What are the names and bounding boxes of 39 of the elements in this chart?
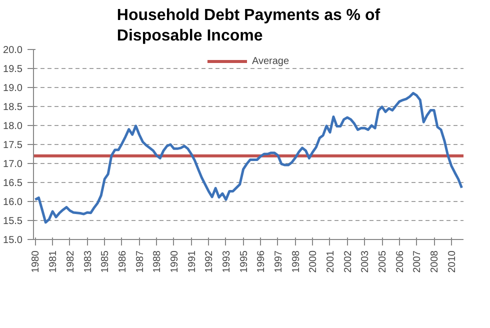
x-tick-label: 1987 — [134, 250, 146, 273]
x-tick-label: 1996 — [256, 250, 268, 273]
y-tick-label: 16.5 — [3, 178, 23, 189]
x-tick-label: 2008 — [430, 250, 441, 273]
x-tick-label: 2003 — [360, 250, 372, 273]
y-tick-label: 20.0 — [3, 45, 23, 56]
y-tick-label: 15.5 — [3, 216, 23, 227]
x-tick-label: 2002 — [342, 250, 354, 273]
x-tick-label: 1997 — [273, 250, 284, 273]
x-tick-label: 2001 — [325, 250, 336, 273]
x-tick-label: 1998 — [290, 250, 302, 273]
x-tick-label: 1995 — [238, 250, 250, 273]
x-tick-label: 1980 — [30, 250, 42, 273]
y-tick-label: 15.0 — [3, 235, 23, 246]
x-tick-label: 1992 — [204, 250, 216, 273]
y-tick-label: 16.0 — [3, 197, 23, 208]
x-tick-label: 1983 — [82, 250, 94, 273]
y-tick-label: 17.0 — [3, 159, 23, 170]
y-tick-label: 18.0 — [3, 121, 23, 132]
x-tick-label: 1988 — [152, 250, 164, 273]
legend-label: Average — [252, 56, 290, 66]
y-tick-label: 19.5 — [3, 64, 23, 75]
x-tick-label: 1991 — [186, 250, 198, 273]
x-tick-label: 1981 — [48, 250, 60, 273]
chart-title: Household Debt Payments as % of Disposable Income — [116, 7, 381, 44]
x-tick-label: 1985 — [100, 250, 112, 273]
x-tick-label: 1990 — [169, 250, 180, 273]
x-tick-label: 1986 — [117, 250, 128, 273]
x-tick-label: 2005 — [378, 250, 389, 273]
y-tick-label: 18.5 — [3, 102, 23, 113]
line-series — [34, 92, 464, 224]
x-tick-label: 1982 — [65, 250, 76, 273]
x-tick-label: 2000 — [308, 250, 320, 273]
x-tick-label: 2010 — [446, 250, 458, 273]
x-tick-label: 2006 — [394, 250, 406, 273]
y-tick-label: 17.5 — [3, 140, 23, 151]
x-tick-label: 1993 — [221, 250, 232, 273]
x-tick-label: 2007 — [412, 250, 424, 273]
y-tick-label: 19.0 — [3, 83, 23, 94]
